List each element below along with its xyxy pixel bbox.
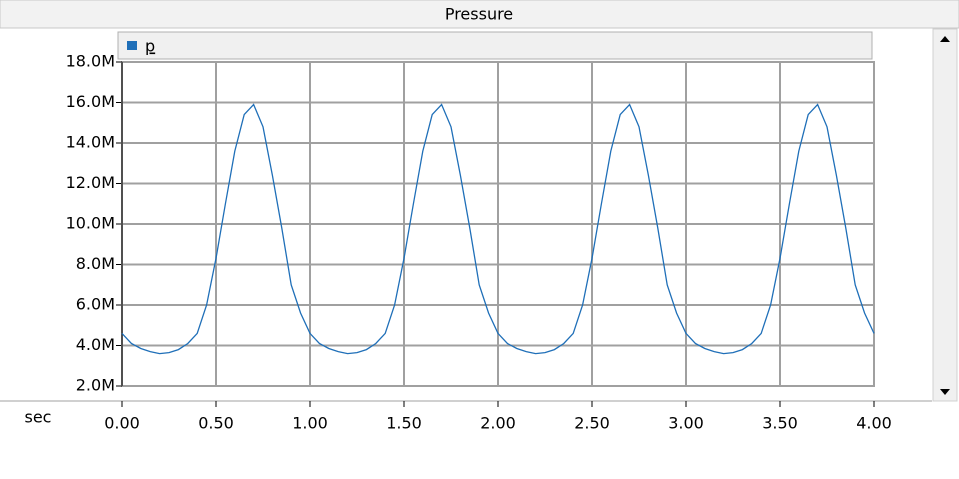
x-tick-label: 1.50 (386, 414, 422, 433)
chart-title: Pressure (445, 5, 513, 24)
scrollbar[interactable] (932, 28, 958, 402)
y-tick-label: 18.0M (66, 52, 115, 71)
x-tick-label: 3.50 (762, 414, 798, 433)
y-tick-label: 4.0M (76, 335, 115, 354)
x-tick-label: 2.00 (480, 414, 516, 433)
x-tick-label: 3.00 (668, 414, 704, 433)
legend-swatch (127, 41, 137, 50)
x-tick-label: 0.00 (104, 414, 140, 433)
data-line (121, 103, 875, 355)
x-axis-strip (0, 400, 932, 479)
y-tick-label: 14.0M (66, 133, 115, 152)
title-bar (0, 0, 959, 29)
y-tick-label: 10.0M (66, 214, 115, 233)
y-tick-label: 6.0M (76, 295, 115, 314)
legend-label: p (145, 37, 155, 56)
legend (117, 31, 873, 60)
y-tick-label: 2.0M (76, 376, 115, 395)
y-tick-label: 16.0M (66, 92, 115, 111)
x-tick-label: 2.50 (574, 414, 610, 433)
x-tick-label: 4.00 (856, 414, 892, 433)
x-axis-label: sec (25, 408, 52, 427)
scroll-down[interactable] (940, 389, 950, 395)
x-tick-label: 1.00 (292, 414, 328, 433)
y-tick-label: 12.0M (66, 173, 115, 192)
scroll-up[interactable] (940, 36, 950, 42)
y-tick-label: 8.0M (76, 254, 115, 273)
x-tick-label: 0.50 (198, 414, 234, 433)
